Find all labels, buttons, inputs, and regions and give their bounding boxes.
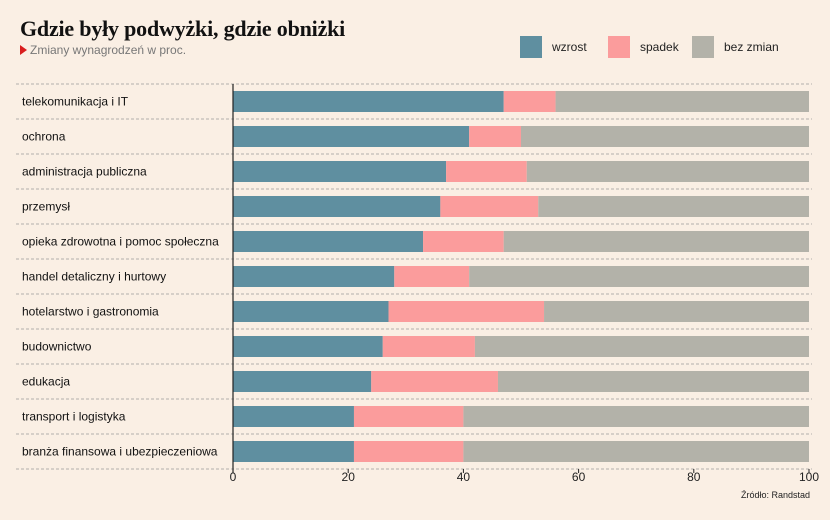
bar-wzrost <box>233 371 372 392</box>
category-label: opieka zdrowotna i pomoc społeczna <box>22 235 219 249</box>
bar-wzrost <box>233 126 470 147</box>
legend-item-spadek: spadek <box>608 36 679 58</box>
bar-bez-zmian <box>521 126 809 147</box>
legend-swatch-spadek <box>608 36 630 58</box>
legend-item-wzrost: wzrost <box>520 36 587 58</box>
category-label: edukacja <box>22 375 70 389</box>
legend-swatch-bez-zmian <box>692 36 714 58</box>
legend-swatch-wzrost <box>520 36 542 58</box>
bar-bez-zmian <box>463 406 809 427</box>
x-tick-label: 80 <box>687 470 701 484</box>
bar-spadek <box>503 91 556 112</box>
bar-bez-zmian <box>463 441 809 462</box>
bar-wzrost <box>233 266 395 287</box>
category-label: przemysł <box>22 200 70 214</box>
subtitle-text: Zmiany wynagrodzeń w proc. <box>30 43 187 57</box>
category-label: telekomunikacja i IT <box>22 95 129 109</box>
bar-spadek <box>423 231 504 252</box>
legend-label-wzrost: wzrost <box>552 40 587 54</box>
bar-wzrost <box>233 406 354 427</box>
category-label: ochrona <box>22 130 66 144</box>
x-tick-label: 60 <box>572 470 586 484</box>
chart-subtitle: Zmiany wynagrodzeń w proc. <box>20 43 186 57</box>
legend-label-bez-zmian: bez zmian <box>724 40 779 54</box>
bar-bez-zmian <box>469 266 809 287</box>
bar-wzrost <box>233 161 447 182</box>
bar-spadek <box>371 371 498 392</box>
bar-bez-zmian <box>555 91 809 112</box>
category-label: hotelarstwo i gastronomia <box>22 305 159 319</box>
category-label: administracja publiczna <box>22 165 147 179</box>
category-label: transport i logistyka <box>22 410 126 424</box>
bar-spadek <box>388 301 545 322</box>
x-tick-label: 20 <box>342 470 356 484</box>
bar-bez-zmian <box>544 301 809 322</box>
bar-spadek <box>440 196 539 217</box>
bar-bez-zmian <box>497 371 809 392</box>
x-tick-label: 100 <box>799 470 819 484</box>
bar-spadek <box>353 441 464 462</box>
category-label: handel detaliczny i hurtowy <box>22 270 166 284</box>
bar-spadek <box>469 126 521 147</box>
bar-bez-zmian <box>526 161 809 182</box>
category-label: budownictwo <box>22 340 92 354</box>
chart-title: Gdzie były podwyżki, gdzie obniżki <box>20 16 346 41</box>
x-tick-label: 40 <box>457 470 471 484</box>
bar-wzrost <box>233 91 504 112</box>
bar-spadek <box>353 406 464 427</box>
red-triangle-icon <box>20 45 27 55</box>
bar-bez-zmian <box>538 196 809 217</box>
bar-wzrost <box>233 196 441 217</box>
x-tick-label: 0 <box>230 470 237 484</box>
bar-wzrost <box>233 231 424 252</box>
bar-spadek <box>446 161 527 182</box>
bar-wzrost <box>233 301 389 322</box>
legend-label-spadek: spadek <box>640 40 679 54</box>
bar-bez-zmian <box>474 336 809 357</box>
legend: wzrost spadek bez zmian <box>520 36 810 58</box>
category-label: branża finansowa i ubezpieczeniowa <box>22 445 218 459</box>
bar-spadek <box>382 336 475 357</box>
bar-bez-zmian <box>503 231 809 252</box>
source-note: Źródło: Randstad <box>740 490 810 500</box>
bar-wzrost <box>233 441 354 462</box>
bar-wzrost <box>233 336 383 357</box>
bar-spadek <box>394 266 470 287</box>
legend-item-bez-zmian: bez zmian <box>692 36 779 58</box>
